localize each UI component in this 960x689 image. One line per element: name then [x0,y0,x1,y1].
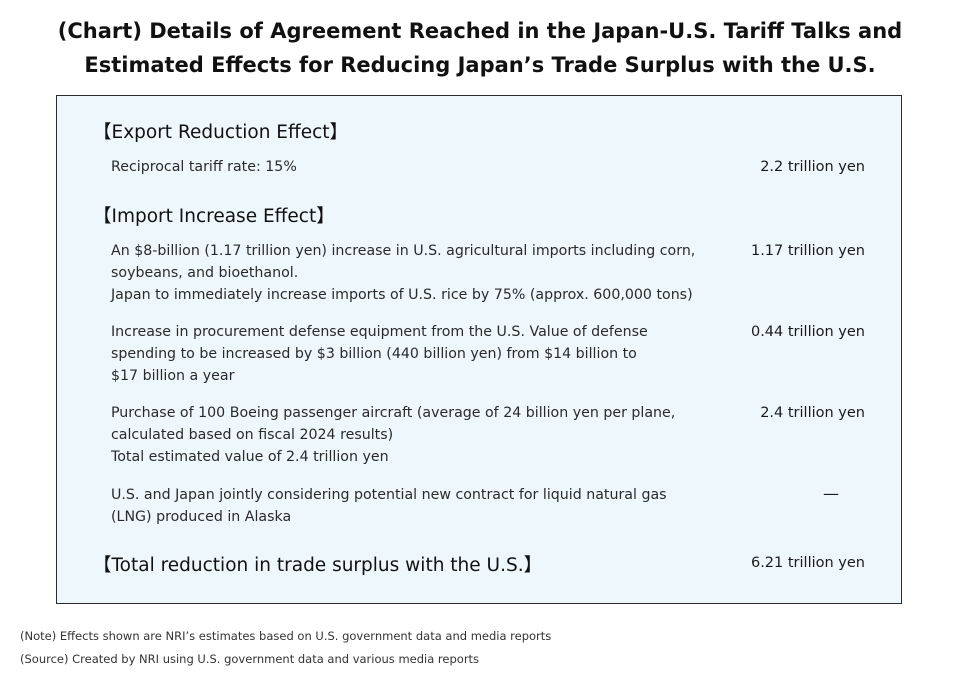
export-section-heading: 【Export Reduction Effect】 [93,122,349,143]
import-item-agriculture-value: 1.17 trillion yen [750,243,865,259]
item-line: Japan to immediately increase imports of… [111,287,693,303]
import-item-defense-value: 0.44 trillion yen [750,324,865,340]
note-text: (Note) Effects shown are NRI’s estimates… [20,629,552,643]
export-item-reciprocal-tariff: Reciprocal tariff rate: 15% [111,156,741,178]
import-item-boeing: Purchase of 100 Boeing passenger aircraf… [111,402,741,468]
item-line: $17 billion a year [111,368,235,384]
item-line: (LNG) produced in Alaska [111,509,292,525]
item-line: Purchase of 100 Boeing passenger aircraf… [111,405,676,421]
source-text: (Source) Created by NRI using U.S. gover… [20,652,480,666]
import-item-defense: Increase in procurement defense equipmen… [111,321,741,387]
item-line: Reciprocal tariff rate: 15% [111,159,297,175]
page-title: (Chart) Details of Agreement Reached in … [0,14,960,82]
item-line: soybeans, and bioethanol. [111,265,299,281]
import-item-lng: U.S. and Japan jointly considering poten… [111,484,741,528]
import-section-heading: 【Import Increase Effect】 [93,206,335,227]
total-heading: 【Total reduction in trade surplus with t… [93,555,543,576]
item-line: An $8-billion (1.17 trillion yen) increa… [111,243,696,259]
title-line-1: (Chart) Details of Agreement Reached in … [57,19,903,43]
import-item-lng-value: — [823,484,839,503]
agreement-panel: 【Export Reduction Effect】 Reciprocal tar… [56,95,902,604]
import-item-agriculture: An $8-billion (1.17 trillion yen) increa… [111,240,741,306]
export-item-value: 2.2 trillion yen [760,159,865,175]
total-value: 6.21 trillion yen [750,555,865,571]
item-line: Increase in procurement defense equipmen… [111,324,648,340]
item-line: U.S. and Japan jointly considering poten… [111,487,667,503]
item-line: calculated based on fiscal 2024 results) [111,427,394,443]
item-line: spending to be increased by $3 billion (… [111,346,637,362]
item-line: Total estimated value of 2.4 trillion ye… [111,449,389,465]
import-item-boeing-value: 2.4 trillion yen [760,405,865,421]
title-line-2: Estimated Effects for Reducing Japan’s T… [84,53,876,77]
